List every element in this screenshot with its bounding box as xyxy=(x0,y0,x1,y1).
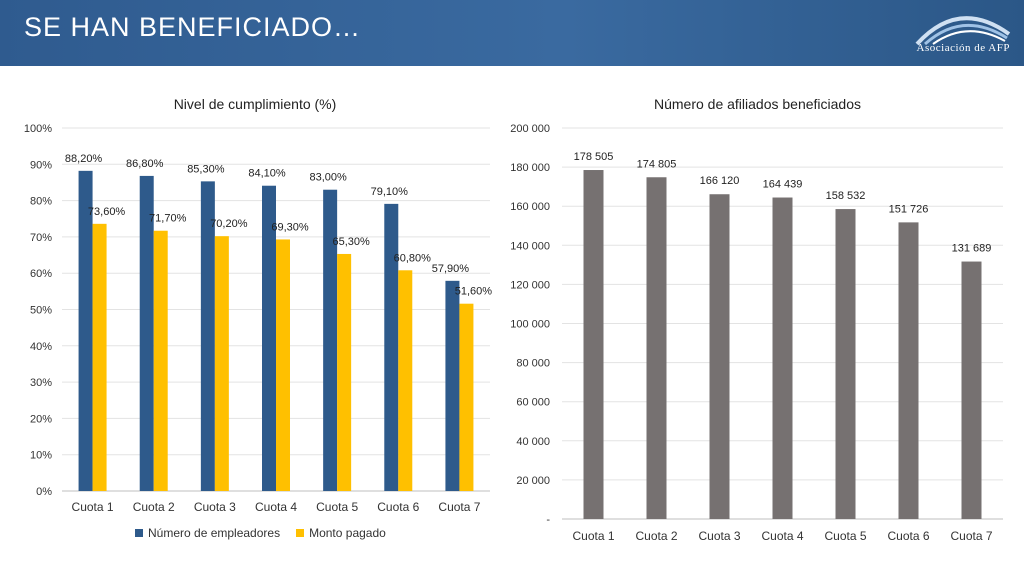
right-data-label: 131 689 xyxy=(952,243,992,255)
right-x-tick-label: Cuota 3 xyxy=(698,529,740,543)
left-x-tick-label: Cuota 5 xyxy=(316,500,358,514)
left-data-label-series1: 57,90% xyxy=(432,263,470,275)
right-data-label: 174 805 xyxy=(637,158,677,170)
left-y-tick-label: 60% xyxy=(30,268,52,280)
right-y-tick-label: 120 000 xyxy=(510,279,550,291)
left-bar-series1 xyxy=(262,185,276,492)
left-data-label-series2: 60,80% xyxy=(394,252,432,264)
left-y-tick-label: 80% xyxy=(30,196,52,208)
left-data-label-series2: 71,70% xyxy=(149,213,187,225)
left-chart-title: Nivel de cumplimiento (%) xyxy=(173,96,337,112)
left-bar-series1 xyxy=(384,203,399,491)
left-bar-series1 xyxy=(139,175,154,491)
right-x-tick-label: Cuota 5 xyxy=(824,529,866,543)
right-data-label: 158 532 xyxy=(826,190,866,202)
legend-swatch-series2 xyxy=(296,529,305,537)
left-y-tick-label: 30% xyxy=(30,377,52,389)
right-bar xyxy=(961,261,982,519)
left-data-label-series2: 69,30% xyxy=(271,221,309,233)
left-data-label-series2: 73,60% xyxy=(88,206,126,218)
left-bar-series1 xyxy=(200,181,215,491)
left-y-tick-label: 100% xyxy=(24,123,52,135)
left-data-label-series2: 70,20% xyxy=(210,218,248,230)
afp-logo-icon xyxy=(915,16,1011,46)
left-x-tick-label: Cuota 1 xyxy=(72,500,114,514)
left-data-label-series1: 83,00% xyxy=(309,172,347,184)
legend-item-series2: Monto pagado xyxy=(296,526,386,540)
right-y-tick-label: 60 000 xyxy=(516,397,550,409)
left-bar-series2 xyxy=(153,230,168,491)
left-bar-series1 xyxy=(323,189,338,491)
right-y-tick-label: 40 000 xyxy=(516,436,550,448)
right-y-tick-label: - xyxy=(546,514,550,526)
right-y-tick-label: 140 000 xyxy=(510,240,550,252)
left-bar-series2 xyxy=(92,223,107,491)
right-x-tick-label: Cuota 7 xyxy=(950,529,992,543)
left-y-tick-label: 90% xyxy=(30,159,52,171)
right-y-tick-label: 200 000 xyxy=(510,123,550,135)
left-y-tick-label: 40% xyxy=(30,341,52,353)
left-data-label-series1: 85,30% xyxy=(187,163,225,175)
left-y-tick-label: 10% xyxy=(30,450,52,462)
right-x-tick-label: Cuota 6 xyxy=(887,529,929,543)
legend-item-series1: Número de empleadores xyxy=(135,526,280,540)
left-y-tick-label: 50% xyxy=(30,305,52,317)
left-chart-legend: Número de empleadores Monto pagado xyxy=(135,526,386,540)
right-data-label: 178 505 xyxy=(574,151,614,163)
left-bar-series1 xyxy=(78,170,93,492)
left-data-label-series1: 79,10% xyxy=(371,186,409,198)
left-x-tick-label: Cuota 6 xyxy=(377,500,419,514)
header-bar: SE HAN BENEFICIADO… Asociación de AFP xyxy=(0,0,1024,66)
right-bar xyxy=(646,177,667,519)
right-x-tick-label: Cuota 2 xyxy=(635,529,677,543)
left-x-tick-label: Cuota 2 xyxy=(133,500,175,514)
legend-label-series1: Número de empleadores xyxy=(148,526,281,540)
right-x-tick-label: Cuota 4 xyxy=(761,529,803,543)
left-bar-series2 xyxy=(214,236,229,491)
left-bar-series2 xyxy=(398,270,413,491)
left-data-label-series2: 65,30% xyxy=(332,236,370,248)
right-x-tick-label: Cuota 1 xyxy=(572,529,614,543)
left-bar-series1 xyxy=(445,280,460,491)
left-y-tick-label: 70% xyxy=(30,232,52,244)
left-x-tick-label: Cuota 3 xyxy=(194,500,236,514)
left-x-tick-label: Cuota 4 xyxy=(255,500,297,514)
right-bar xyxy=(583,170,604,520)
left-bar-series2 xyxy=(459,303,474,491)
page-title: SE HAN BENEFICIADO… xyxy=(24,12,362,42)
right-bar xyxy=(898,222,919,519)
right-y-tick-label: 100 000 xyxy=(510,319,550,331)
right-bar xyxy=(772,197,793,519)
right-y-tick-label: 80 000 xyxy=(516,358,550,370)
left-data-label-series1: 86,80% xyxy=(126,158,164,170)
left-bar-series2 xyxy=(337,253,352,491)
right-y-tick-label: 20 000 xyxy=(516,475,550,487)
left-data-label-series1: 88,20% xyxy=(65,153,103,165)
left-x-tick-label: Cuota 7 xyxy=(438,500,480,514)
right-bar xyxy=(835,209,856,519)
legend-label-series2: Monto pagado xyxy=(309,526,386,540)
right-data-label: 151 726 xyxy=(889,203,929,215)
logo-text: Asociación de AFP xyxy=(916,42,1010,54)
right-data-label: 164 439 xyxy=(763,179,803,191)
left-y-tick-label: 20% xyxy=(30,413,52,425)
left-bar-series2 xyxy=(276,239,290,491)
left-data-label-series1: 84,10% xyxy=(248,168,286,180)
right-y-tick-label: 160 000 xyxy=(510,201,550,213)
legend-swatch-series1 xyxy=(135,529,143,537)
left-y-tick-label: 0% xyxy=(36,486,52,498)
right-bar xyxy=(709,194,730,519)
right-chart-title: Número de afiliados beneficiados xyxy=(653,96,861,112)
right-y-tick-label: 180 000 xyxy=(510,162,550,174)
right-data-label: 166 120 xyxy=(700,175,740,187)
left-data-label-series2: 51,60% xyxy=(455,286,493,298)
